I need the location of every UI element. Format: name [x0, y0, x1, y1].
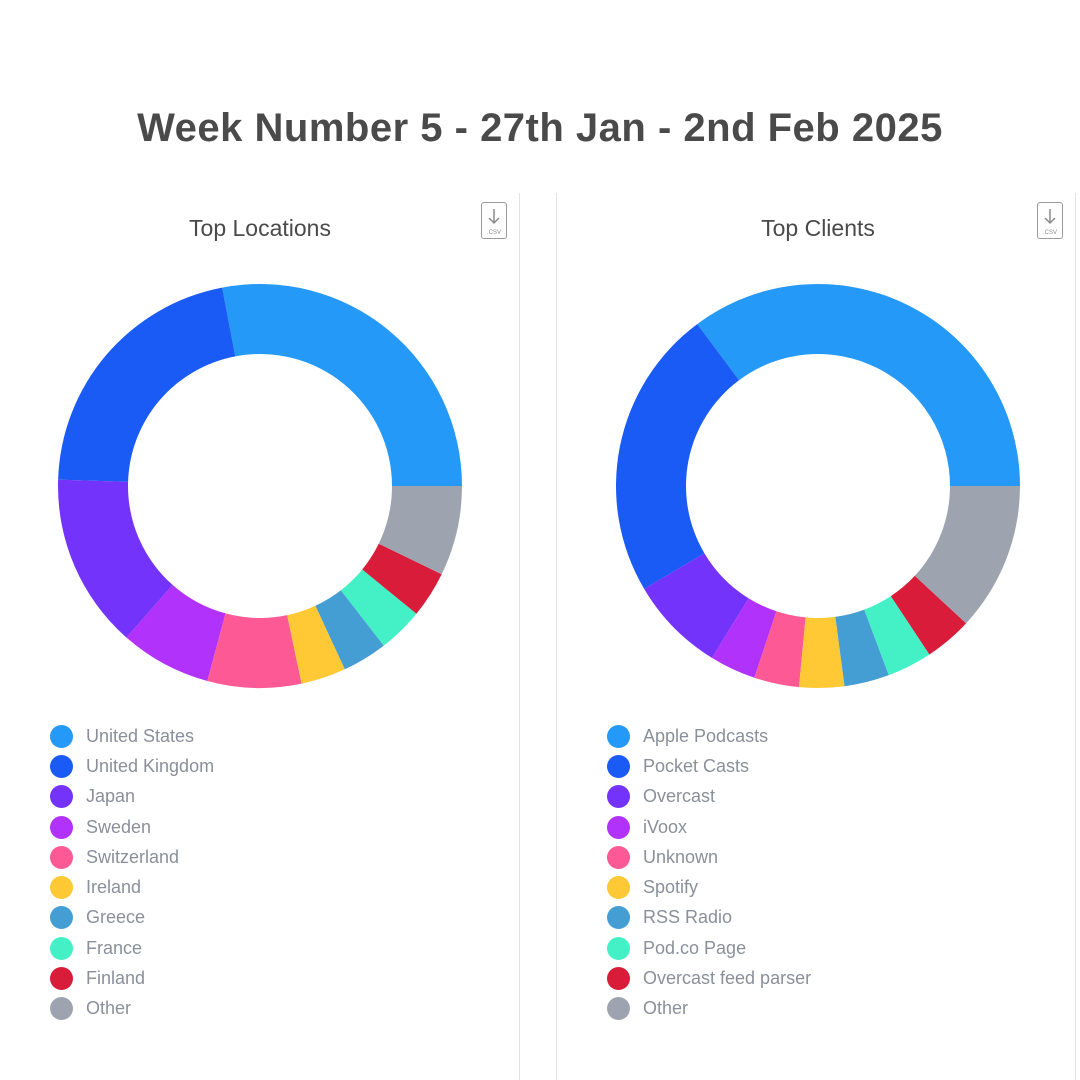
legend-label: iVoox: [643, 816, 688, 837]
donut-slice-unknown[interactable]: [754, 611, 806, 688]
legend-label: Greece: [86, 907, 146, 928]
legend-label: Japan: [86, 786, 136, 807]
download-csv-icon: .CSV: [1043, 209, 1057, 236]
legend-label: Unknown: [643, 846, 719, 867]
donut-slice-finland[interactable]: [362, 543, 442, 614]
legend-color-dot: [50, 936, 73, 960]
legend-color-dot: [607, 845, 630, 869]
legend-color-dot: [607, 967, 630, 991]
legend-label: Other: [643, 998, 689, 1019]
legend-item-other[interactable]: Other: [607, 994, 811, 1024]
donut-slice-sweden[interactable]: [126, 585, 226, 682]
legend-color-dot: [50, 815, 73, 839]
top-clients-legend: Apple Podcasts Pocket Casts Overcast iVoox U…: [607, 721, 811, 1024]
download-csv-icon: .CSV: [487, 209, 501, 236]
legend-color-dot: [50, 724, 73, 748]
legend-item-overcast-feed-parser[interactable]: Overcast feed parser: [607, 963, 811, 993]
download-csv-button[interactable]: .CSV: [481, 202, 507, 239]
legend-label: Sweden: [86, 816, 152, 837]
legend-item-unknown[interactable]: Unknown: [607, 842, 811, 872]
legend-color-dot: [50, 754, 73, 778]
donut-slice-france[interactable]: [340, 569, 417, 646]
top-locations-panel: Top Locations .CSV United States United K…: [0, 193, 520, 1080]
donut-slice-spotify[interactable]: [798, 616, 845, 688]
legend-item-other[interactable]: Other: [50, 994, 214, 1024]
legend-label: France: [86, 937, 143, 958]
svg-text:.CSV: .CSV: [487, 230, 501, 236]
donut-slice-united-kingdom[interactable]: [58, 287, 236, 482]
top-locations-donut: [58, 284, 462, 688]
donut-slice-japan[interactable]: [58, 479, 173, 638]
legend-color-dot: [50, 845, 73, 869]
donut-slice-other[interactable]: [378, 486, 462, 575]
legend-label: Pod.co Page: [643, 937, 747, 958]
legend-item-switzerland[interactable]: Switzerland: [50, 842, 214, 872]
donut-slice-greece[interactable]: [315, 590, 384, 670]
donut-slice-pod-co-page[interactable]: [864, 596, 930, 676]
legend-item-united-states[interactable]: United States: [50, 721, 214, 751]
legend-item-sweden[interactable]: Sweden: [50, 812, 214, 842]
donut-slice-united-states[interactable]: [222, 284, 462, 486]
svg-text:.CSV: .CSV: [1043, 230, 1057, 236]
donut-slice-switzerland[interactable]: [207, 613, 302, 688]
legend-label: Apple Podcasts: [643, 725, 769, 746]
top-clients-panel: Top Clients .CSV Apple Podcasts Pocket Ca…: [556, 193, 1076, 1080]
page-title: Week Number 5 - 27th Jan - 2nd Feb 2025: [137, 106, 943, 150]
legend-item-greece[interactable]: Greece: [50, 903, 214, 933]
legend-item-pod-co-page[interactable]: Pod.co Page: [607, 933, 811, 963]
legend-color-dot: [607, 906, 630, 930]
legend-label: Switzerland: [86, 846, 180, 867]
legend-label: United Kingdom: [86, 755, 215, 776]
top-clients-title: Top Clients: [761, 215, 875, 241]
legend-color-dot: [50, 997, 73, 1021]
legend-label: RSS Radio: [643, 907, 733, 928]
donut-slice-overcast-feed-parser[interactable]: [890, 575, 967, 655]
download-csv-button[interactable]: .CSV: [1037, 202, 1063, 239]
donut-slice-other[interactable]: [914, 486, 1020, 624]
legend-color-dot: [50, 906, 73, 930]
legend-color-dot: [607, 997, 630, 1021]
legend-item-spotify[interactable]: Spotify: [607, 872, 811, 902]
legend-item-finland[interactable]: Finland: [50, 963, 214, 993]
legend-color-dot: [50, 785, 73, 809]
legend-item-japan[interactable]: Japan: [50, 782, 214, 812]
donut-slice-pocket-casts[interactable]: [616, 324, 740, 589]
donut-slice-overcast[interactable]: [644, 553, 749, 658]
legend-label: Pocket Casts: [643, 755, 750, 776]
top-locations-title: Top Locations: [189, 215, 331, 241]
legend-item-overcast[interactable]: Overcast: [607, 782, 811, 812]
legend-item-apple-podcasts[interactable]: Apple Podcasts: [607, 721, 811, 751]
legend-item-united-kingdom[interactable]: United Kingdom: [50, 751, 214, 781]
legend-label: Spotify: [643, 877, 699, 898]
legend-label: Other: [86, 998, 132, 1019]
legend-item-pocket-casts[interactable]: Pocket Casts: [607, 751, 811, 781]
legend-item-ireland[interactable]: Ireland: [50, 872, 214, 902]
donut-slice-apple-podcasts[interactable]: [697, 284, 1020, 486]
legend-label: United States: [86, 725, 195, 746]
legend-color-dot: [607, 876, 630, 900]
legend-label: Overcast feed parser: [643, 968, 812, 989]
legend-color-dot: [607, 785, 630, 809]
legend-color-dot: [50, 876, 73, 900]
donut-slice-ireland[interactable]: [287, 605, 345, 684]
legend-label: Ireland: [86, 877, 142, 898]
top-clients-donut: [616, 284, 1020, 688]
top-locations-legend: United States United Kingdom Japan Sweden Sw…: [50, 721, 214, 1024]
legend-color-dot: [607, 754, 630, 778]
legend-item-rss-radio[interactable]: RSS Radio: [607, 903, 811, 933]
legend-item-ivoox[interactable]: iVoox: [607, 812, 811, 842]
legend-label: Overcast: [643, 786, 716, 807]
legend-color-dot: [607, 815, 630, 839]
legend-color-dot: [50, 967, 73, 991]
legend-color-dot: [607, 724, 630, 748]
donut-slice-ivoox[interactable]: [711, 598, 777, 678]
legend-label: Finland: [86, 968, 146, 989]
donut-slice-rss-radio[interactable]: [835, 609, 889, 687]
legend-color-dot: [607, 936, 630, 960]
legend-item-france[interactable]: France: [50, 933, 214, 963]
